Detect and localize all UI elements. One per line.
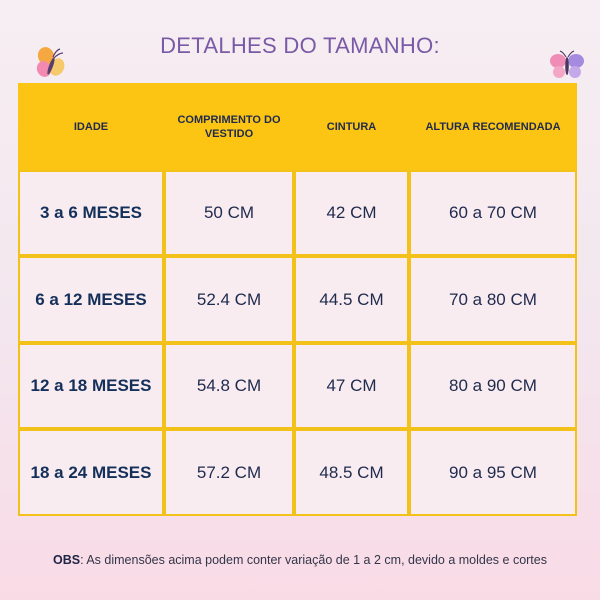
page-title: DETALHES DO TAMANHO:: [160, 33, 440, 58]
table-header-cell: CINTURA: [294, 83, 409, 170]
table-row-label: 6 a 12 MESES: [20, 258, 162, 341]
footnote-label: OBS: [52, 553, 81, 567]
table-cell: 52.4 CM: [166, 258, 292, 341]
table-cell: 90 a 95 CM: [411, 431, 575, 514]
table-row-label: 18 a 24 MESES: [20, 431, 162, 514]
footnote-text: : As dimensões acima podem conter variaç…: [80, 553, 547, 567]
table-row-label: 12 a 18 MESES: [20, 345, 162, 427]
table-cell: 50 CM: [166, 172, 292, 254]
butterfly-icon: [36, 47, 65, 77]
table-header-cell: IDADE: [18, 83, 164, 170]
table-cell: 48.5 CM: [296, 431, 407, 514]
butterfly-icon: [550, 50, 584, 78]
table-cell: 60 a 70 CM: [411, 172, 575, 254]
size-table: IDADE COMPRIMENTO DO VESTIDO CINTURA ALT…: [18, 83, 577, 516]
table-cell: 70 a 80 CM: [411, 258, 575, 341]
table-row-label: 3 a 6 MESES: [20, 172, 162, 254]
table-cell: 80 a 90 CM: [411, 345, 575, 427]
table-cell: 57.2 CM: [166, 431, 292, 514]
table-cell: 42 CM: [296, 172, 407, 254]
table-cell: 44.5 CM: [296, 258, 407, 341]
table-header-cell: ALTURA RECOMENDADA: [409, 83, 577, 170]
table-cell: 47 CM: [296, 345, 407, 427]
table-header-cell: COMPRIMENTO DO VESTIDO: [164, 83, 294, 170]
table-cell: 54.8 CM: [166, 345, 292, 427]
footnote: OBS: As dimensões acima podem conter var…: [0, 553, 600, 567]
